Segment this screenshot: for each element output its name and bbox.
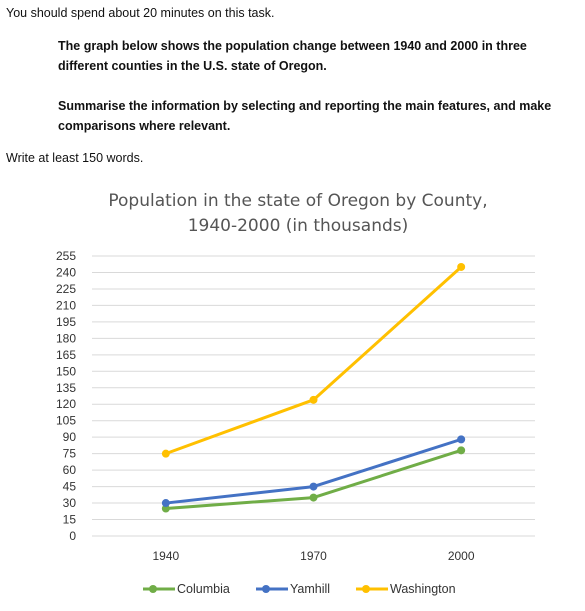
legend-marker-columbia <box>149 585 157 593</box>
x-axis: 1940 1970 2000 <box>152 549 474 563</box>
y-tick-label: 210 <box>56 298 76 312</box>
legend-label-washington: Washington <box>390 582 456 596</box>
y-tick-label: 90 <box>63 430 77 444</box>
y-tick-label: 165 <box>56 348 76 362</box>
data-point-columbia <box>457 446 466 455</box>
y-tick-label: 15 <box>63 513 77 527</box>
chart-title-line1: Population in the state of Oregon by Cou… <box>108 191 487 211</box>
task-prompt: Summarise the information by selecting a… <box>58 99 552 133</box>
y-tick-label: 240 <box>56 265 76 279</box>
legend-marker-yamhill <box>262 585 270 593</box>
data-point-columbia <box>161 504 170 513</box>
series-lines <box>161 262 466 513</box>
y-tick-label: 195 <box>56 315 76 329</box>
series-line-yamhill <box>165 437 462 505</box>
data-point-washington <box>309 395 318 404</box>
y-tick-label: 0 <box>69 529 76 543</box>
y-axis: 0 15 30 45 60 75 90 105 120 135 150 165 180 195 210 225… <box>56 249 76 543</box>
y-tick-label: 150 <box>56 364 76 378</box>
data-point-washington <box>457 262 466 271</box>
y-tick-label: 255 <box>56 249 76 263</box>
series-line-washington <box>165 265 463 456</box>
y-tick-label: 30 <box>63 496 77 510</box>
data-point-washington <box>161 449 170 458</box>
legend-label-columbia: Columbia <box>177 582 230 596</box>
data-point-yamhill <box>457 435 466 444</box>
y-tick-label: 60 <box>63 463 77 477</box>
y-tick-label: 75 <box>63 447 77 461</box>
y-tick-label: 135 <box>56 381 76 395</box>
y-tick-label: 45 <box>63 480 77 494</box>
data-point-yamhill <box>161 499 170 508</box>
task-description: The graph below shows the population cha… <box>58 39 527 73</box>
y-tick-label: 105 <box>56 414 76 428</box>
y-tick-label: 180 <box>56 331 76 345</box>
data-point-yamhill <box>309 482 318 491</box>
word-requirement: Write at least 150 words. <box>6 151 144 165</box>
time-note: You should spend about 20 minutes on thi… <box>6 6 275 20</box>
y-tick-label: 225 <box>56 282 76 296</box>
x-tick-label: 1940 <box>152 549 179 563</box>
chart-title-line2: 1940-2000 (in thousands) <box>188 216 409 236</box>
x-tick-label: 2000 <box>448 549 475 563</box>
data-point-columbia <box>309 493 318 502</box>
y-tick-label: 120 <box>56 397 76 411</box>
legend-marker-washington <box>362 585 370 593</box>
x-tick-label: 1970 <box>300 549 327 563</box>
population-line-chart: Population in the state of Oregon by Cou… <box>56 191 535 596</box>
legend: Columbia Yamhill Washington <box>143 582 456 596</box>
legend-label-yamhill: Yamhill <box>290 582 330 596</box>
